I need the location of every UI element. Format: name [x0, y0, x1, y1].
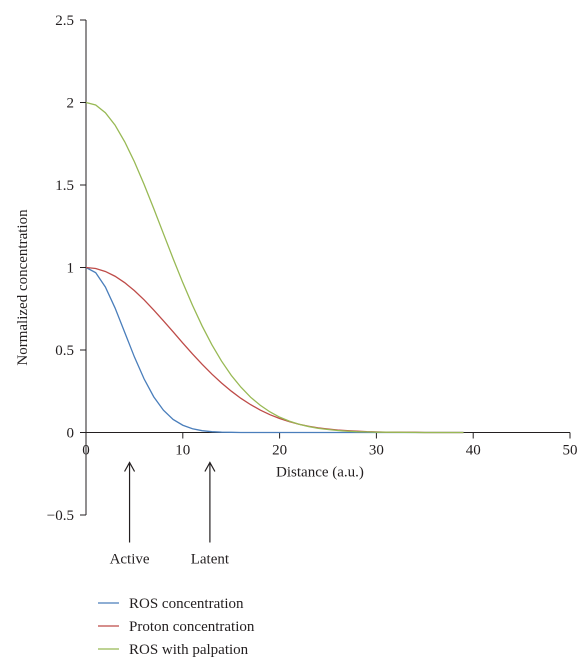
y-tick-label: 2.5	[55, 13, 74, 29]
x-tick-label: 20	[272, 443, 287, 459]
legend-label: ROS concentration	[129, 596, 244, 612]
annotations: Active Latent	[110, 461, 230, 568]
x-tick-label: 30	[369, 443, 384, 459]
legend-item-ros-with-palpation: ROS with palpation	[98, 642, 249, 658]
annotation-label: Active	[110, 552, 150, 568]
series-line-ros-concentration	[85, 266, 464, 434]
annotation-label: Latent	[191, 552, 230, 568]
y-tick-label: 2	[67, 96, 75, 112]
legend-label: Proton concentration	[129, 619, 255, 635]
axes	[85, 20, 570, 515]
y-axis-ticks: −0.5 0 0.5 1 1.5 2 2.5	[47, 13, 86, 524]
x-tick-label: 0	[82, 443, 90, 459]
y-tick-label: 0.5	[55, 343, 74, 359]
x-axis-ticks: 0 10 20 30 40 50	[82, 432, 578, 459]
annotation-active: Active	[110, 461, 150, 568]
series-line-proton-concentration	[85, 266, 464, 434]
y-tick-label: 0	[67, 426, 75, 442]
y-tick-label: 1.5	[55, 178, 74, 194]
arrow-head-icon	[124, 461, 136, 472]
x-tick-label: 10	[175, 443, 190, 459]
series-line-ros-with-palpation	[85, 101, 464, 434]
series-lines	[85, 101, 464, 434]
arrow-head-icon	[204, 461, 216, 472]
legend-item-ros-concentration: ROS concentration	[98, 596, 244, 612]
legend: ROS concentration Proton concentration ROS…	[98, 596, 255, 658]
x-axis-title: Distance (a.u.)	[276, 465, 364, 481]
legend-item-proton-concentration: Proton concentration	[98, 619, 255, 635]
y-axis-title: Normalized concentration	[15, 209, 31, 366]
legend-label: ROS with palpation	[129, 642, 249, 658]
x-tick-label: 50	[563, 443, 578, 459]
x-tick-label: 40	[466, 443, 481, 459]
y-tick-label: −0.5	[47, 508, 74, 524]
annotation-latent: Latent	[191, 461, 230, 568]
y-tick-label: 1	[67, 261, 75, 277]
